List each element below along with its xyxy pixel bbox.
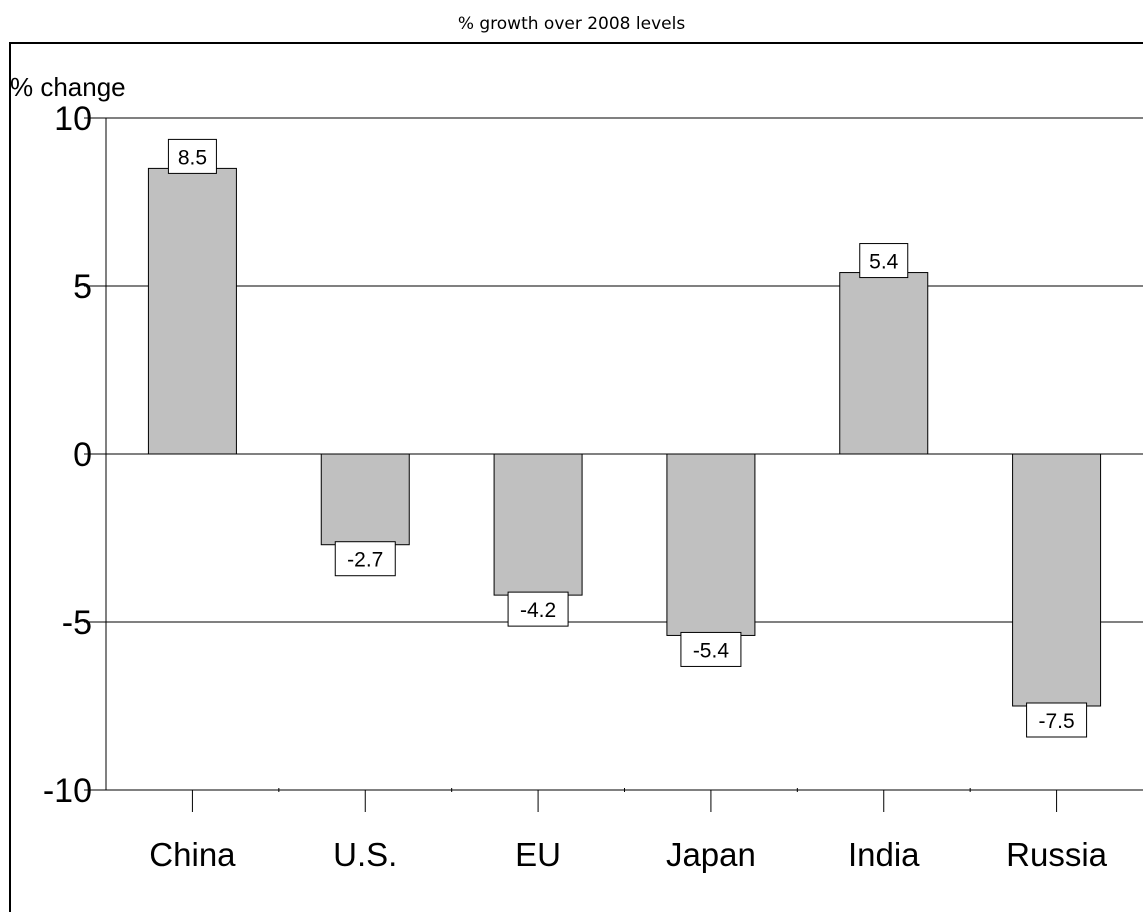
data-label-box	[507, 591, 569, 627]
bar	[493, 453, 583, 596]
y-tick-label: 10	[54, 100, 92, 138]
data-label: -5.4	[693, 639, 730, 662]
data-label-box	[859, 243, 909, 279]
chart-title: % growth over 2008 levels	[457, 14, 686, 34]
bar	[147, 167, 237, 455]
x-tick-label: EU	[515, 836, 561, 873]
data-label: -4.2	[520, 599, 556, 622]
bar	[320, 453, 410, 546]
data-label: -2.7	[347, 549, 383, 572]
data-label: -7.5	[1038, 710, 1074, 733]
data-label: 5.4	[869, 251, 899, 274]
y-tick-label: 0	[73, 436, 92, 474]
x-tick-label: Japan	[666, 836, 756, 873]
x-tick-label: U.S.	[333, 836, 397, 873]
axes: 10 5 0 -5 -10 China U.S. EU Japan India Russia	[43, 100, 1108, 873]
chart-frame	[9, 42, 1143, 912]
gridlines	[84, 117, 1143, 791]
bars	[147, 167, 1102, 707]
x-tick-label: Russia	[1006, 836, 1108, 873]
y-tick-label: -5	[62, 604, 92, 642]
x-tick-label: India	[848, 836, 920, 873]
bar	[1012, 453, 1102, 707]
data-label-box	[1026, 702, 1088, 738]
data-label-box	[334, 541, 396, 577]
data-labels: 8.5 -2.7 -4.2 -5.4 5.4 -7.5	[167, 138, 1088, 738]
y-tick-label: -10	[43, 772, 92, 810]
data-label-box	[680, 631, 742, 667]
data-label-box	[167, 138, 217, 174]
y-tick-label: 5	[73, 268, 92, 306]
bar	[839, 272, 929, 455]
x-tick-label: China	[149, 836, 236, 873]
bar	[666, 453, 756, 636]
y-axis-label: % change	[10, 72, 126, 102]
data-label: 8.5	[178, 146, 207, 169]
